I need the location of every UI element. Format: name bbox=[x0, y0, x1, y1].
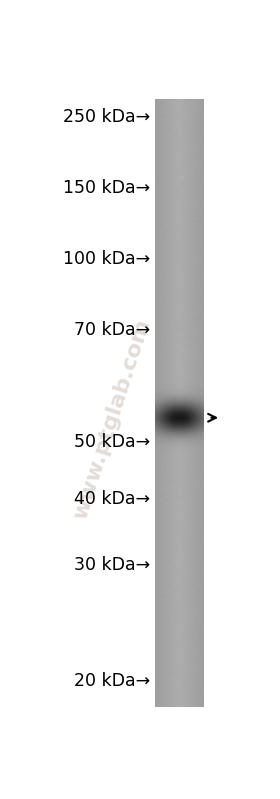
Text: www.ptglab.com: www.ptglab.com bbox=[71, 316, 154, 522]
Text: 250 kDa→: 250 kDa→ bbox=[62, 109, 150, 126]
Text: 150 kDa→: 150 kDa→ bbox=[62, 179, 150, 197]
Text: 70 kDa→: 70 kDa→ bbox=[74, 321, 150, 339]
Text: 50 kDa→: 50 kDa→ bbox=[74, 433, 150, 451]
Text: 20 kDa→: 20 kDa→ bbox=[74, 672, 150, 690]
Text: 40 kDa→: 40 kDa→ bbox=[74, 491, 150, 508]
Text: 100 kDa→: 100 kDa→ bbox=[62, 250, 150, 268]
Text: 30 kDa→: 30 kDa→ bbox=[74, 556, 150, 574]
